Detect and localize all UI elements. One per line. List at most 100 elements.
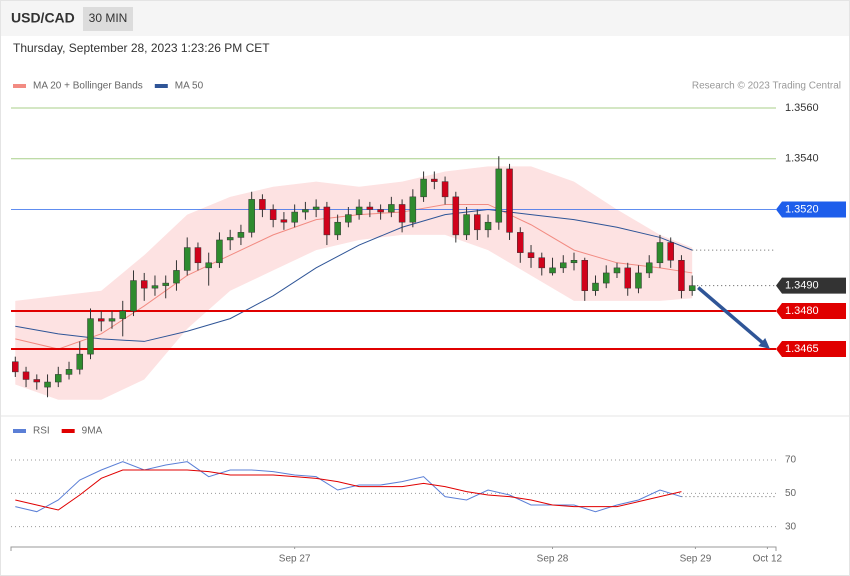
- candle-body: [441, 181, 449, 198]
- candle-body: [506, 168, 513, 233]
- level-tag: [776, 341, 846, 358]
- candle-body: [602, 272, 610, 284]
- candle-body: [355, 206, 363, 215]
- candle-body: [312, 206, 320, 210]
- level-label: 1.3520: [785, 203, 819, 215]
- candle-body: [635, 272, 642, 289]
- candle-body: [22, 371, 30, 380]
- price-panel: MA 20 + Bollinger Bands MA 50 1.3560 1.3540…: [11, 81, 846, 400]
- candle-body: [323, 206, 331, 236]
- legend-label: MA 50: [175, 81, 204, 92]
- legend-label: RSI: [33, 426, 50, 437]
- candle-body: [398, 204, 406, 223]
- series-line: [15, 461, 682, 513]
- candle-body: [334, 221, 341, 236]
- legend-label: MA 20 + Bollinger Bands: [33, 81, 143, 92]
- candle-body: [237, 232, 245, 238]
- candle-body: [549, 267, 556, 274]
- candle-body: [538, 257, 546, 269]
- candle-body: [345, 214, 352, 223]
- ma50-line: [15, 209, 693, 342]
- candle-body: [474, 214, 481, 231]
- legend-swatch: [13, 429, 26, 433]
- x-tick-label: Sep 27: [279, 554, 311, 565]
- candle-body: [194, 247, 202, 264]
- projection-arrowhead: [758, 338, 770, 350]
- legend-label: 9MA: [82, 426, 103, 437]
- candle-body: [33, 379, 41, 383]
- candle-body: [592, 282, 599, 291]
- rsi-panel: RSI 9MA 30 50 70 Sep 27 Sep 28 Sep 29 Oct 12: [10, 426, 797, 565]
- x-tick-label: Sep 29: [680, 554, 712, 565]
- candle-body: [409, 196, 417, 223]
- candle-body: [205, 262, 212, 269]
- candle-body: [463, 214, 470, 236]
- candle-body: [162, 282, 169, 286]
- bollinger-band: [15, 166, 693, 400]
- y-tick-label: 70: [785, 455, 797, 466]
- candle-body: [581, 260, 588, 291]
- candle-body: [570, 260, 578, 264]
- candle-body: [688, 285, 696, 291]
- candle-body: [119, 310, 126, 319]
- candle-body: [12, 361, 19, 373]
- candle-body: [76, 353, 84, 370]
- level-label: 1.3540: [785, 153, 819, 165]
- y-tick-label: 30: [785, 521, 797, 532]
- candle-body: [151, 285, 159, 289]
- candle-body: [527, 252, 535, 258]
- level-label: 1.3465: [785, 343, 819, 355]
- candle-body: [140, 280, 148, 289]
- candle-body: [259, 199, 266, 210]
- candle-body: [366, 206, 374, 210]
- level-tag: [776, 277, 846, 294]
- legend-swatch: [154, 84, 168, 88]
- candle-body: [280, 219, 288, 223]
- candle-body: [484, 221, 492, 231]
- candle-body: [495, 168, 503, 223]
- candle-body: [302, 209, 309, 213]
- candle-body: [87, 318, 94, 355]
- timeframe[interactable]: 30 MIN: [89, 11, 128, 25]
- level-tag: [776, 201, 846, 218]
- level-label: 1.3480: [785, 305, 819, 317]
- timestamp: Thursday, September 28, 2023 1:23:26 PM …: [13, 41, 270, 55]
- candle-body: [65, 369, 73, 375]
- candle-body: [613, 267, 621, 274]
- level-tag: [776, 302, 846, 319]
- candle-body: [130, 280, 137, 312]
- candle-body: [517, 232, 524, 253]
- projection-arrow: [697, 286, 765, 345]
- candle-body: [678, 260, 685, 291]
- candle-body: [269, 209, 277, 220]
- candle-body: [173, 270, 180, 284]
- header-bar: [1, 1, 849, 36]
- candle-body: [431, 178, 438, 182]
- candle-body: [226, 237, 234, 241]
- series-line: [15, 469, 682, 511]
- candle-body: [452, 196, 460, 236]
- candle-body: [291, 211, 298, 223]
- candle-body: [98, 318, 105, 322]
- level-label: 1.3560: [785, 102, 819, 114]
- candle-body: [248, 199, 255, 233]
- candle-body: [377, 209, 384, 213]
- candle-body: [645, 262, 653, 274]
- timeframe-box[interactable]: [83, 7, 133, 31]
- y-tick-label: 50: [785, 488, 797, 499]
- candle-body: [216, 239, 223, 264]
- candle-body: [667, 242, 674, 261]
- candle-body: [55, 374, 62, 383]
- candle-body: [420, 178, 427, 198]
- candle-body: [624, 267, 631, 289]
- level-label: 1.3490: [785, 280, 819, 292]
- legend-swatch: [13, 84, 26, 88]
- x-tick-label: Oct 12: [753, 554, 783, 565]
- x-axis: [10, 546, 777, 551]
- candle-body: [388, 204, 395, 213]
- candle-body: [656, 242, 664, 264]
- candle-body: [183, 247, 191, 271]
- credit: Research © 2023 Trading Central: [692, 81, 841, 92]
- symbol: USD/CAD: [11, 10, 75, 26]
